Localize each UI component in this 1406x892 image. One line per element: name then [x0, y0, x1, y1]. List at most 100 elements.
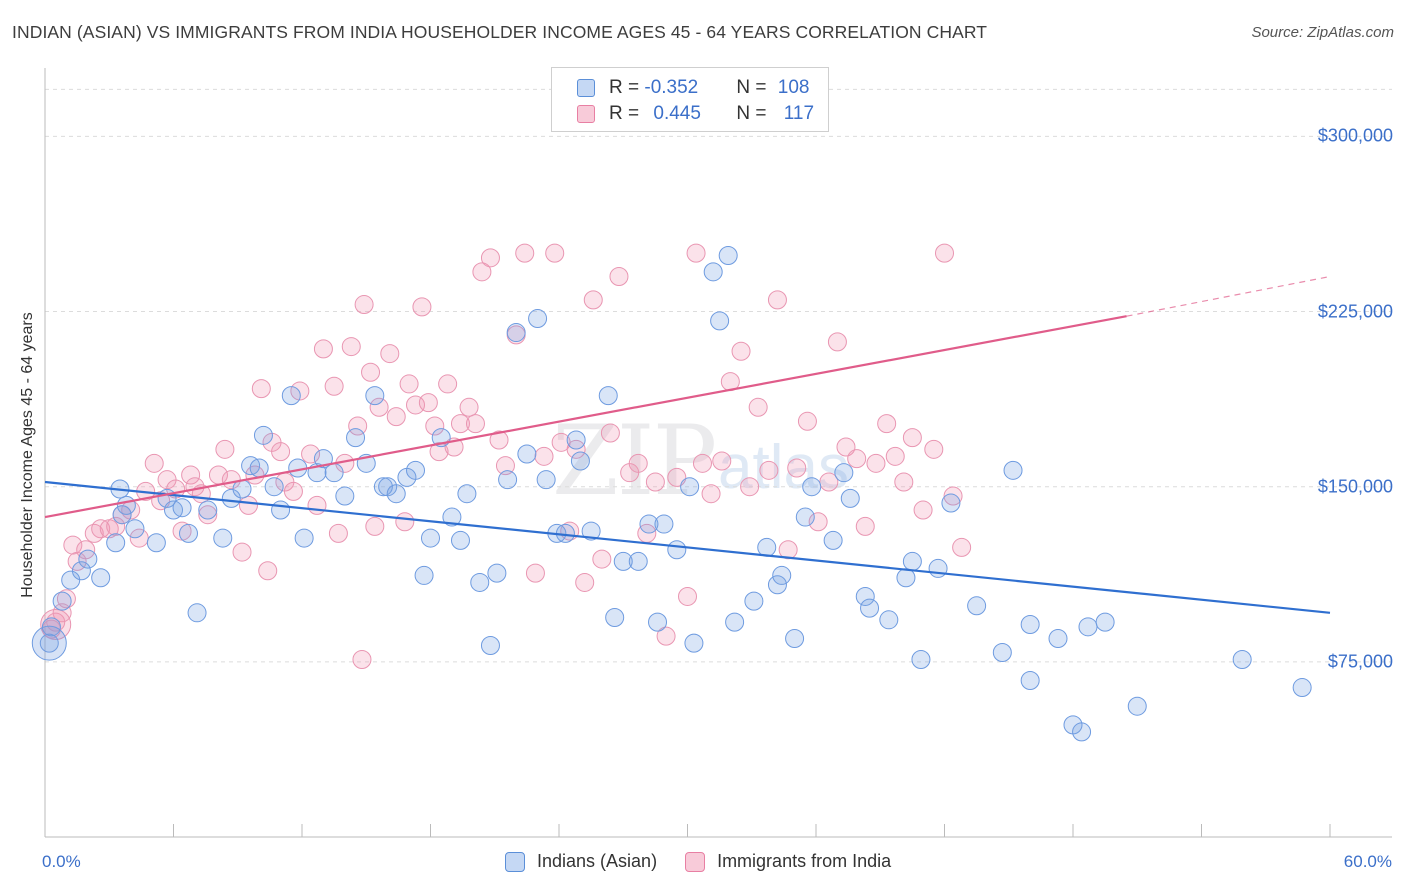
- data-point-immigrants-from-india: [369, 397, 389, 417]
- data-point-immigrants-from-india: [827, 332, 847, 352]
- data-point-indians-asian: [421, 528, 440, 548]
- trend-line-extension: [1126, 275, 1331, 317]
- legend-item-indians-asian[interactable]: Indians (Asian): [505, 851, 657, 872]
- data-point-immigrants-from-india: [76, 540, 96, 560]
- data-point-immigrants-from-india: [667, 467, 687, 487]
- data-point-indians-asian: [91, 568, 111, 588]
- data-point-indians-asian: [517, 444, 537, 464]
- data-point-immigrants-from-india: [354, 295, 374, 315]
- data-point-indians-asian: [313, 449, 333, 469]
- data-point-immigrants-from-india: [489, 430, 509, 450]
- data-point-indians-asian: [1095, 612, 1115, 632]
- data-point-indians-asian: [506, 323, 526, 343]
- data-point-indians-asian: [281, 386, 301, 406]
- trend-line-immigrants-from-india: [44, 315, 1127, 519]
- data-point-indians-asian: [1072, 722, 1092, 742]
- data-point-indians-asian: [406, 460, 426, 480]
- data-point-indians-asian: [639, 514, 659, 534]
- data-point-immigrants-from-india: [495, 456, 515, 476]
- legend-n-value: 108: [777, 77, 810, 98]
- data-point-indians-asian: [581, 521, 601, 541]
- data-point-indians-asian: [346, 428, 366, 448]
- data-point-indians-asian: [628, 551, 648, 571]
- data-point-immigrants-from-india: [198, 505, 218, 525]
- data-point-immigrants-from-india: [313, 339, 333, 359]
- y-axis-label: Householder Income Ages 45 - 64 years: [19, 312, 36, 598]
- data-point-indians-asian: [802, 477, 822, 497]
- data-point-immigrants-from-india: [797, 411, 817, 431]
- data-point-indians-asian: [772, 565, 792, 585]
- data-point-indians-asian: [112, 505, 132, 525]
- data-point-indians-asian: [992, 643, 1012, 663]
- y-tick-label: $225,000: [1317, 301, 1393, 322]
- data-point-immigrants-from-india: [283, 481, 303, 501]
- data-point-immigrants-from-india: [885, 446, 905, 466]
- data-point-immigrants-from-india: [352, 650, 372, 670]
- legend-n-label: N =: [736, 77, 772, 98]
- data-point-immigrants-from-india: [877, 414, 897, 434]
- data-point-indians-asian: [335, 486, 355, 506]
- data-point-immigrants-from-india: [583, 290, 603, 310]
- data-point-indians-asian: [703, 262, 723, 282]
- data-point-indians-asian: [823, 530, 843, 550]
- data-point-indians-asian: [324, 463, 344, 483]
- data-point-immigrants-from-india: [465, 414, 485, 434]
- legend-swatch-pink: [685, 851, 706, 872]
- data-point-indians-asian: [911, 650, 931, 670]
- data-point-indians-asian: [253, 425, 273, 445]
- data-point-immigrants-from-india: [258, 561, 278, 581]
- data-point-immigrants-from-india: [628, 453, 648, 473]
- data-point-immigrants-from-india: [181, 465, 201, 485]
- data-point-indians-asian: [834, 463, 854, 483]
- data-point-immigrants-from-india: [348, 416, 368, 436]
- data-point-immigrants-from-india: [712, 451, 732, 471]
- data-point-indians-asian: [187, 603, 207, 623]
- data-point-immigrants-from-india: [459, 397, 479, 417]
- data-point-indians-asian: [795, 507, 815, 527]
- series-indians-asian: [31, 245, 1312, 742]
- data-point-immigrants-from-india: [328, 523, 348, 543]
- x-tick-label-max: 60.0%: [1343, 852, 1392, 871]
- data-point-immigrants-from-india: [271, 442, 291, 462]
- trend-line-indians-asian: [44, 480, 1331, 614]
- correlation-legend: R = -0.352 N = 108 R = 0.445 N = 117: [551, 67, 829, 132]
- data-point-immigrants-from-india: [365, 516, 385, 536]
- data-point-indians-asian: [31, 625, 67, 661]
- data-point-immigrants-from-india: [324, 376, 344, 396]
- data-point-immigrants-from-india: [106, 516, 126, 536]
- legend-item-immigrants-from-india[interactable]: Immigrants from India: [685, 851, 891, 872]
- data-point-immigrants-from-india: [678, 586, 697, 606]
- data-point-immigrants-from-india: [759, 460, 779, 480]
- data-point-immigrants-from-india: [301, 444, 321, 464]
- data-point-immigrants-from-india: [943, 486, 963, 506]
- y-tick-label: $75,000: [1327, 651, 1393, 672]
- data-point-indians-asian: [648, 612, 668, 632]
- data-point-immigrants-from-india: [855, 516, 875, 536]
- data-point-indians-asian: [386, 484, 406, 504]
- data-point-immigrants-from-india: [924, 439, 944, 459]
- data-point-indians-asian: [116, 495, 136, 515]
- data-point-indians-asian: [1292, 678, 1312, 698]
- data-point-indians-asian: [667, 540, 687, 560]
- data-point-immigrants-from-india: [600, 423, 620, 443]
- data-point-immigrants-from-india: [215, 439, 235, 459]
- data-point-indians-asian: [178, 523, 198, 543]
- data-point-indians-asian: [106, 533, 126, 553]
- data-point-indians-asian: [757, 537, 777, 557]
- legend-r-label: R =: [609, 77, 645, 98]
- data-point-indians-asian: [718, 245, 738, 265]
- data-point-immigrants-from-india: [592, 549, 612, 569]
- data-point-indians-asian: [654, 514, 674, 534]
- data-point-immigrants-from-india: [425, 416, 445, 436]
- data-point-indians-asian: [1127, 696, 1147, 716]
- data-point-immigrants-from-india: [361, 362, 381, 382]
- data-point-immigrants-from-india: [307, 495, 327, 515]
- data-point-indians-asian: [487, 563, 507, 583]
- data-point-indians-asian: [536, 470, 556, 490]
- grid: [45, 88, 1392, 663]
- data-point-indians-asian: [71, 561, 91, 581]
- data-point-immigrants-from-india: [395, 512, 415, 532]
- data-point-immigrants-from-india: [866, 453, 886, 473]
- data-point-indians-asian: [125, 519, 145, 539]
